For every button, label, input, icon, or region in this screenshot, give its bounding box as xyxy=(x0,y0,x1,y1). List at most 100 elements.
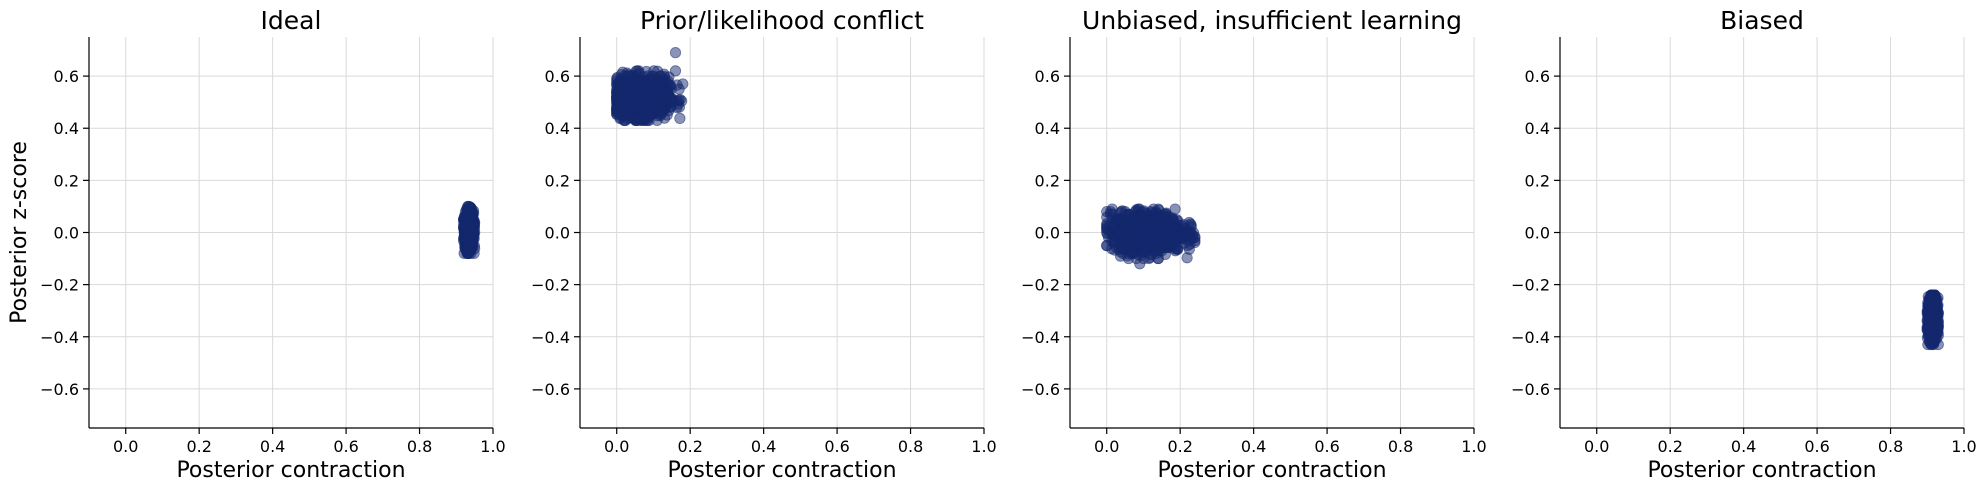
x-tick-label: 1.0 xyxy=(480,437,505,456)
scatter-point xyxy=(1138,244,1150,256)
panel-title: Biased xyxy=(1720,6,1804,35)
scatter-point xyxy=(1152,219,1164,231)
scatter-point xyxy=(1174,232,1186,244)
scatter-point xyxy=(674,112,686,124)
x-axis-label: Posterior contraction xyxy=(667,458,896,483)
scatter-point xyxy=(636,96,649,108)
y-tick-label: 0.4 xyxy=(1035,119,1060,138)
scatter-point xyxy=(1929,297,1941,309)
panel-title: Unbiased, insufficient learning xyxy=(1082,6,1462,35)
y-tick-label: −0.2 xyxy=(40,276,79,295)
scatter-points xyxy=(611,47,689,127)
x-tick-label: 0.6 xyxy=(1314,437,1339,456)
y-tick-label: −0.4 xyxy=(1511,328,1550,347)
panel-title: Prior/likelihood conflict xyxy=(640,6,924,35)
scatter-point xyxy=(1925,338,1937,351)
y-tick-label: 0.4 xyxy=(1525,119,1550,138)
scatter-point xyxy=(463,206,475,218)
scatter-point xyxy=(1115,242,1128,254)
y-tick-label: 0.0 xyxy=(545,224,570,243)
y-tick-label: −0.2 xyxy=(1021,276,1060,295)
scatter-point xyxy=(655,70,667,82)
scatter-point xyxy=(622,70,634,82)
x-tick-label: 1.0 xyxy=(1951,437,1976,456)
y-tick-label: 0.2 xyxy=(1035,171,1060,190)
scatter-point xyxy=(1112,213,1124,226)
x-axis-label: Posterior contraction xyxy=(176,458,405,483)
x-tick-label: 0.2 xyxy=(1167,437,1192,456)
scatter-point xyxy=(1134,258,1146,270)
scatter-point xyxy=(1156,245,1168,257)
y-tick-label: −0.2 xyxy=(1511,276,1550,295)
x-tick-label: 0.4 xyxy=(1731,437,1756,456)
x-tick-label: 0.2 xyxy=(186,437,211,456)
scatter-point xyxy=(1167,213,1179,226)
y-tick-label: 0.0 xyxy=(1035,224,1060,243)
scatter-point xyxy=(1925,318,1937,330)
y-tick-label: −0.6 xyxy=(531,380,570,399)
scatter-point xyxy=(1181,239,1194,252)
scatter-point xyxy=(459,234,472,246)
y-tick-label: 0.4 xyxy=(54,119,79,138)
y-tick-label: −0.6 xyxy=(40,380,79,399)
y-tick-label: −0.4 xyxy=(1021,328,1060,347)
scatter-points xyxy=(1921,289,1944,351)
scatter-point xyxy=(1927,328,1939,340)
scatter-point xyxy=(666,96,678,108)
y-axis-label: Posterior z-score xyxy=(7,141,32,324)
x-axis-label: Posterior contraction xyxy=(1647,458,1876,483)
x-tick-label: 0.2 xyxy=(1657,437,1682,456)
y-tick-label: 0.6 xyxy=(545,67,570,86)
scatter-point xyxy=(640,78,652,90)
y-tick-label: −0.6 xyxy=(1511,380,1550,399)
scatter-point xyxy=(1126,247,1139,259)
x-tick-label: 0.6 xyxy=(333,437,358,456)
scatter-point xyxy=(655,104,667,116)
x-tick-label: 0.8 xyxy=(1878,437,1903,456)
y-tick-label: −0.4 xyxy=(531,328,570,347)
x-tick-label: 0.4 xyxy=(1241,437,1266,456)
x-tick-label: 0.4 xyxy=(751,437,776,456)
x-axis-label: Posterior contraction xyxy=(1157,458,1386,483)
panel-4: 0.0 0.2 0.4 0.6 0.8 1.0 −0.6 −0.4 −0.2 0.0 0.2 0.4 0… xyxy=(1511,6,1977,483)
scatter-point xyxy=(614,96,627,108)
x-tick-label: 0.8 xyxy=(898,437,923,456)
scatter-point xyxy=(633,65,645,77)
y-tick-label: −0.2 xyxy=(531,276,570,295)
y-tick-label: 0.4 xyxy=(545,119,570,138)
y-tick-label: −0.4 xyxy=(40,328,79,347)
x-tick-label: 0.0 xyxy=(1584,437,1609,456)
x-tick-label: 1.0 xyxy=(1461,437,1486,456)
scatter-point xyxy=(1189,232,1201,244)
x-tick-label: 0.0 xyxy=(1094,437,1119,456)
x-tick-label: 0.6 xyxy=(824,437,849,456)
x-tick-label: 0.0 xyxy=(113,437,138,456)
scatter-point xyxy=(1185,221,1197,233)
panel-2: 0.0 0.2 0.4 0.6 0.8 1.0 −0.6 −0.4 −0.2 0.0 0.2 0.4 0… xyxy=(531,6,997,483)
scatter-points xyxy=(1101,203,1201,270)
y-tick-label: 0.6 xyxy=(54,67,79,86)
y-tick-label: 0.2 xyxy=(1525,171,1550,190)
x-tick-label: 1.0 xyxy=(971,437,996,456)
scatter-point xyxy=(618,114,630,127)
y-tick-label: 0.6 xyxy=(1035,67,1060,86)
x-tick-label: 0.8 xyxy=(1388,437,1413,456)
scatter-point xyxy=(1119,206,1131,218)
scatter-point xyxy=(625,83,638,95)
scatter-point xyxy=(1141,232,1153,244)
scatter-point xyxy=(644,109,656,121)
y-tick-label: 0.0 xyxy=(1525,224,1550,243)
y-tick-label: 0.2 xyxy=(545,171,570,190)
x-tick-label: 0.0 xyxy=(604,437,629,456)
x-tick-label: 0.2 xyxy=(677,437,702,456)
y-tick-label: −0.6 xyxy=(1021,380,1060,399)
scatter-point xyxy=(669,65,682,77)
scatter-point xyxy=(1108,234,1120,246)
y-tick-label: 0.2 xyxy=(54,171,79,190)
x-tick-label: 0.4 xyxy=(260,437,285,456)
x-tick-label: 0.6 xyxy=(1804,437,1829,456)
panel-1: 0.0 0.2 0.4 0.6 0.8 1.0 −0.6 −0.4 −0.2 0.0 0.2 0.4 0… xyxy=(7,6,506,483)
x-tick-label: 0.8 xyxy=(407,437,432,456)
